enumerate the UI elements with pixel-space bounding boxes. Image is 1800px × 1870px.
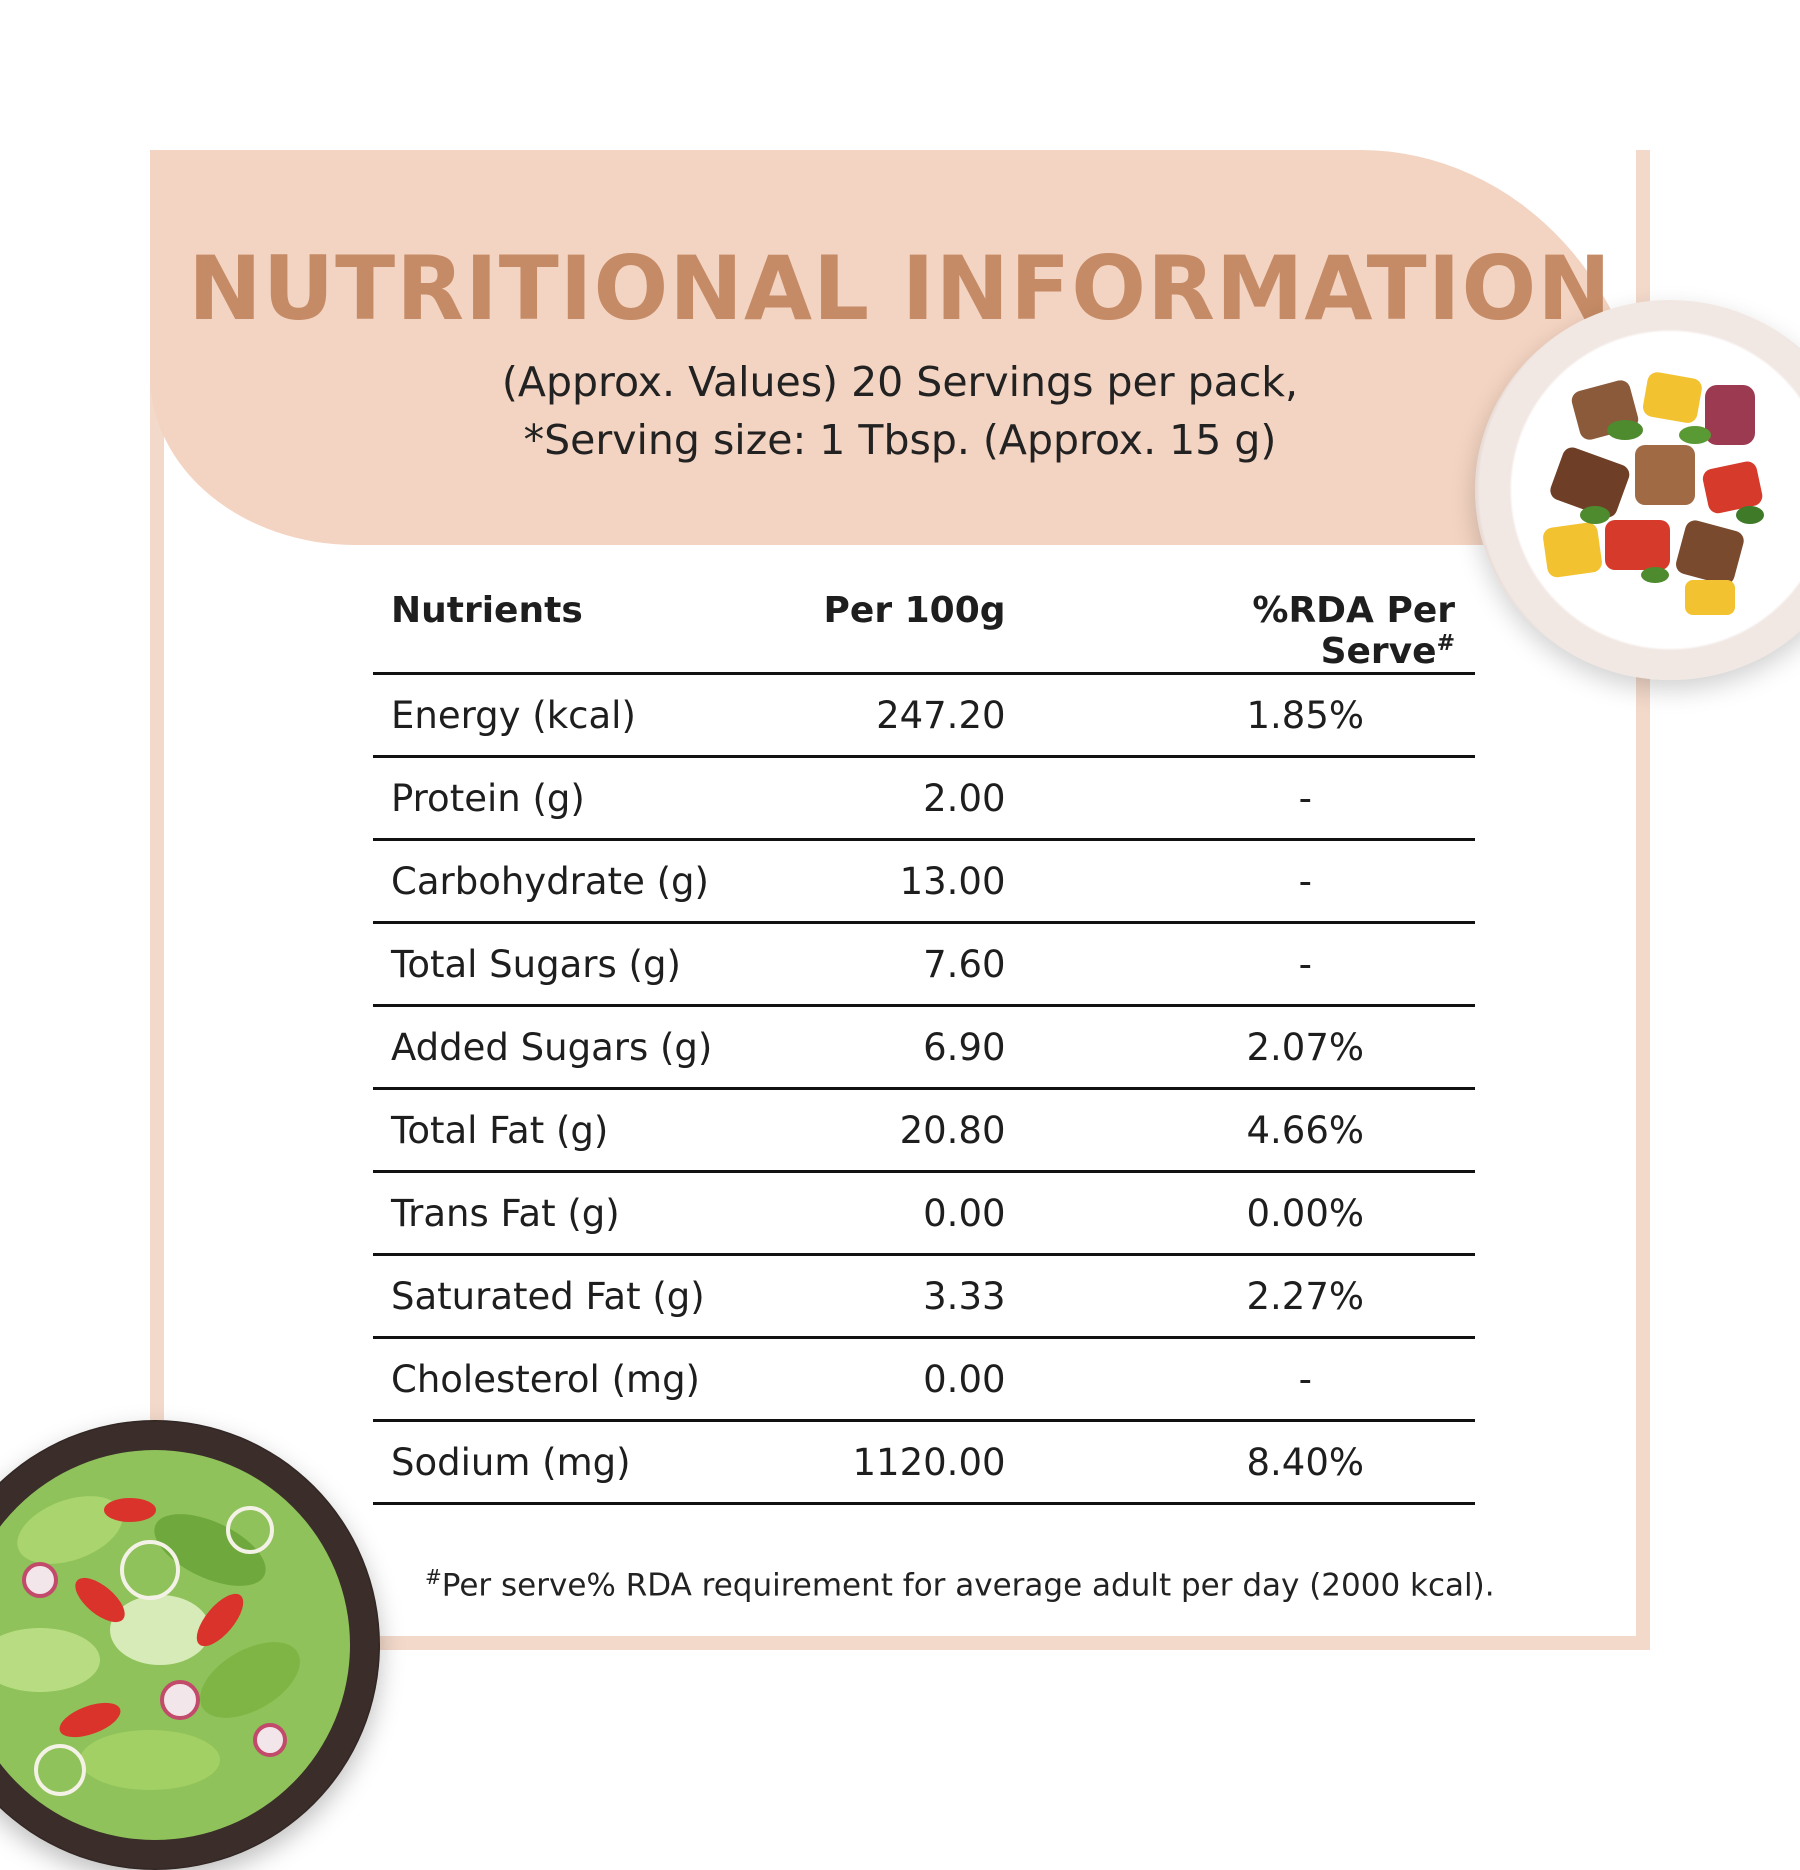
nutrient-name: Protein (g) (373, 756, 805, 841)
nutrient-name: Total Fat (g) (373, 1088, 805, 1173)
table-row: Trans Fat (g) 0.00 0.00% (373, 1171, 1475, 1256)
nutrient-name: Trans Fat (g) (373, 1171, 805, 1256)
rda-value: 1.85% (1005, 673, 1475, 758)
header-rda-label: %RDA Per Serve (1252, 590, 1455, 672)
page-title: NUTRITIONAL INFORMATION (188, 237, 1612, 340)
table-row: Added Sugars (g) 6.90 2.07% (373, 1005, 1475, 1090)
per-100g-value: 1120.00 (804, 1420, 1006, 1505)
rda-value: - (1005, 839, 1475, 924)
nutrient-name: Added Sugars (g) (373, 1005, 805, 1090)
rda-value: - (1005, 756, 1475, 841)
servings-info: (Approx. Values) 20 Servings per pack, (501, 358, 1299, 406)
rda-value: 2.27% (1005, 1254, 1475, 1339)
table-row: Saturated Fat (g) 3.33 2.27% (373, 1254, 1475, 1339)
table-row: Carbohydrate (g) 13.00- (373, 839, 1475, 924)
table-header-row: Nutrients Per 100g %RDA Per Serve# (373, 590, 1475, 675)
per-100g-value: 3.33 (804, 1254, 1006, 1339)
header-rda-mark: # (1436, 631, 1455, 656)
per-100g-value: 0.00 (804, 1337, 1006, 1422)
header-band (150, 150, 1650, 545)
rda-value: 4.66% (1005, 1088, 1475, 1173)
per-100g-value: 247.20 (804, 673, 1006, 758)
footnote: #Per serve% RDA requirement for average … (425, 1565, 1495, 1603)
rda-value: - (1005, 922, 1475, 1007)
rda-value: 8.40% (1005, 1420, 1475, 1505)
per-100g-value: 0.00 (804, 1171, 1006, 1256)
per-100g-value: 13.00 (804, 839, 1006, 924)
rda-value: - (1005, 1337, 1475, 1422)
header-per-100g: Per 100g (804, 590, 1006, 675)
footnote-mark: # (425, 1565, 442, 1589)
table-row: Sodium (mg) 1120.00 8.40% (373, 1420, 1475, 1505)
per-100g-value: 2.00 (804, 756, 1006, 841)
footnote-text: Per serve% RDA requirement for average a… (441, 1567, 1495, 1604)
nutrient-name: Sodium (mg) (373, 1420, 805, 1505)
paneer-tikka-food-image (1543, 372, 1764, 615)
rda-value: 2.07% (1005, 1005, 1475, 1090)
per-100g-value: 7.60 (804, 922, 1006, 1007)
table-row: Energy (kcal) 247.20 1.85% (373, 673, 1475, 758)
nutrient-name: Energy (kcal) (373, 673, 805, 758)
table-body: Energy (kcal) 247.20 1.85% Protein (g) 2.00-… (373, 673, 1475, 1505)
serving-size-info: *Serving size: 1 Tbsp. (Approx. 15 g) (523, 416, 1277, 464)
per-100g-value: 20.80 (804, 1088, 1006, 1173)
nutrient-name: Carbohydrate (g) (373, 839, 805, 924)
table-row: Cholesterol (mg) 0.00- (373, 1337, 1475, 1422)
header-rda: %RDA Per Serve# (1005, 590, 1475, 675)
table-row: Total Fat (g) 20.80 4.66% (373, 1088, 1475, 1173)
table-row: Total Sugars (g) 7.60- (373, 922, 1475, 1007)
nutrient-name: Saturated Fat (g) (373, 1254, 805, 1339)
nutrition-table: Nutrients Per 100g %RDA Per Serve# Energ… (373, 590, 1475, 1505)
table-row: Protein (g) 2.00- (373, 756, 1475, 841)
nutrient-name: Cholesterol (mg) (373, 1337, 805, 1422)
header-nutrients: Nutrients (373, 590, 805, 675)
green-salad-food-image (0, 1450, 350, 1840)
nutrient-name: Total Sugars (g) (373, 922, 805, 1007)
rda-value: 0.00% (1005, 1171, 1475, 1256)
per-100g-value: 6.90 (804, 1005, 1006, 1090)
